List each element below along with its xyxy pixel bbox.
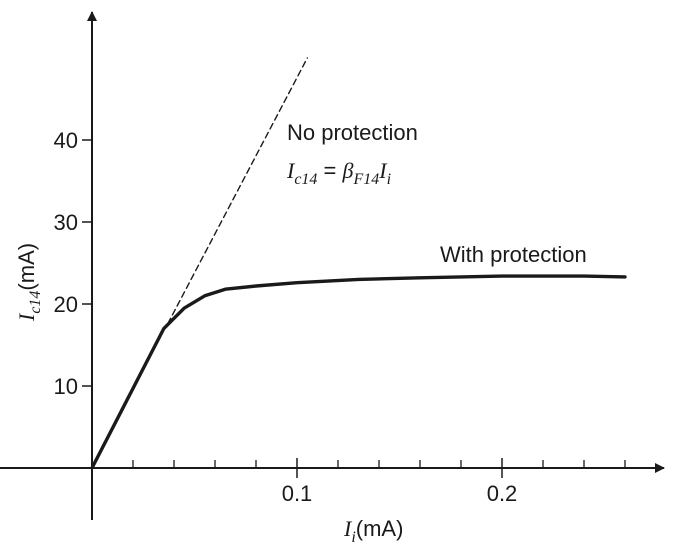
x-tick-label: 0.1 <box>282 481 313 506</box>
y-tick-label: 30 <box>54 210 78 235</box>
series-line-with-protection <box>90 274 627 470</box>
eq-rhs-var: I <box>378 158 388 183</box>
x-label-sub: i <box>351 529 355 546</box>
x-label-var: I <box>343 516 353 541</box>
eq-lhs-var: I <box>286 158 296 183</box>
x-axis-label: Ii(mA) <box>343 516 403 546</box>
x-label-unit: (mA) <box>356 516 404 541</box>
y-axis-label: Ic14(mA) <box>14 243 44 322</box>
annotation-equation: Ic14 = βF14Ii <box>286 158 391 188</box>
y-ticks: 10 20 30 40 <box>54 128 92 399</box>
y-label-var: I <box>14 312 39 322</box>
series-layer <box>90 57 627 470</box>
y-tick-label: 20 <box>54 292 78 317</box>
eq-beta: β <box>342 158 354 183</box>
axes <box>0 11 665 520</box>
eq-equals: = <box>317 158 342 183</box>
eq-lhs-sub: c14 <box>294 171 317 188</box>
annotation-no-protection: No protection <box>287 120 418 145</box>
y-label-sub: c14 <box>27 291 44 314</box>
eq-rhs-sub: i <box>387 171 391 188</box>
x-major-ticks: 0.1 0.2 <box>282 458 518 506</box>
y-label-unit: (mA) <box>14 243 39 291</box>
y-tick-label: 10 <box>54 374 78 399</box>
series-line-no-protection <box>167 57 308 325</box>
annotation-with-protection: With protection <box>440 242 587 267</box>
x-minor-ticks <box>132 460 626 468</box>
x-tick-label: 0.2 <box>487 481 518 506</box>
y-tick-label: 40 <box>54 128 78 153</box>
eq-beta-sub: F14 <box>352 171 379 188</box>
